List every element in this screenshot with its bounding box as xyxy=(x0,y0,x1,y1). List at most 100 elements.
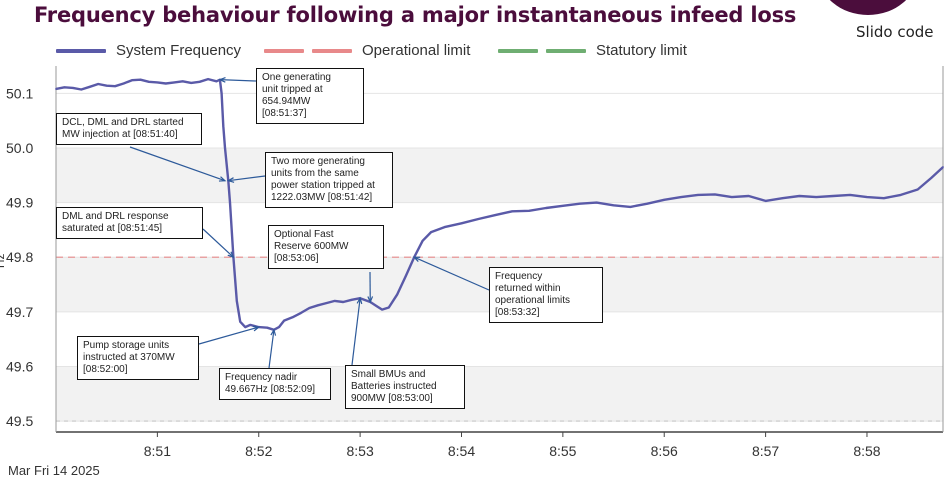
annotation-dcl: DCL, DML and DRL started MW injection at… xyxy=(56,113,202,145)
data-point xyxy=(578,202,581,205)
x-tick-label: 8:52 xyxy=(245,443,272,459)
legend-label-system-frequency: System Frequency xyxy=(116,42,242,59)
data-point xyxy=(930,177,933,179)
data-point xyxy=(730,196,733,199)
data-point xyxy=(244,326,247,329)
data-point xyxy=(561,204,564,207)
date-label: Mar Fri 14 2025 xyxy=(8,463,100,478)
annotation-arrow-returned xyxy=(412,256,421,262)
data-point xyxy=(764,200,767,202)
x-tick-label: 8:57 xyxy=(752,443,779,459)
annotation-leader-trip1 xyxy=(219,79,257,82)
data-point xyxy=(798,195,801,197)
legend-statutory-limit: Statutory limit xyxy=(498,42,687,59)
legend-label-operational-limit: Operational limit xyxy=(362,42,471,59)
data-point xyxy=(114,85,117,88)
data-point xyxy=(697,194,699,196)
data-point xyxy=(815,196,818,199)
legend-system-frequency: System Frequency xyxy=(56,42,241,59)
data-point xyxy=(122,82,125,85)
annotation-arrow-dcl xyxy=(218,176,227,182)
data-point xyxy=(680,196,683,199)
data-point xyxy=(300,312,302,314)
data-point xyxy=(714,193,716,196)
data-point xyxy=(396,293,399,296)
data-point xyxy=(71,86,74,89)
data-point xyxy=(55,88,57,90)
data-point xyxy=(222,125,225,127)
annotation-leader-dcl xyxy=(129,146,226,182)
annotation-pump: Pump storage units instructed at 370MW [… xyxy=(77,336,199,380)
slido-code-label: Slido code xyxy=(856,23,934,41)
data-point xyxy=(291,316,294,319)
data-point xyxy=(421,239,424,242)
data-point xyxy=(916,188,919,191)
data-point xyxy=(545,207,547,209)
data-point xyxy=(942,166,944,168)
y-tick-label: 49.8 xyxy=(6,249,33,265)
data-point xyxy=(477,218,480,220)
series-line-system-frequency xyxy=(55,77,944,331)
data-point xyxy=(234,278,236,280)
data-point xyxy=(207,78,209,81)
grid-band xyxy=(56,366,943,422)
data-point xyxy=(173,81,176,84)
x-tick-label: 8:58 xyxy=(853,443,880,459)
data-point xyxy=(528,209,530,212)
annotation-arrow-saturated xyxy=(227,251,235,259)
y-tick-label: 49.5 xyxy=(6,413,33,429)
data-point xyxy=(148,80,150,83)
data-point xyxy=(404,275,407,278)
data-point xyxy=(460,222,463,225)
data-point xyxy=(866,196,868,199)
y-tick-label: 49.9 xyxy=(6,195,33,211)
legend-operational-limit: Operational limit xyxy=(264,42,470,59)
data-point xyxy=(249,324,252,326)
data-point xyxy=(387,306,390,309)
data-point xyxy=(266,326,269,329)
data-point xyxy=(325,302,328,304)
annotation-nadir: Frequency nadir 49.667Hz [08:52:09] xyxy=(219,368,331,400)
data-point xyxy=(229,201,231,204)
data-point xyxy=(156,81,159,84)
data-point xyxy=(342,301,345,303)
data-point xyxy=(350,298,353,301)
legend-label-statutory-limit: Statutory limit xyxy=(596,42,687,59)
annotation-arrow-pump xyxy=(252,325,261,332)
data-point xyxy=(181,80,184,83)
x-tick-label: 8:55 xyxy=(549,443,576,459)
data-point xyxy=(278,326,280,329)
x-tick-label: 8:56 xyxy=(651,443,678,459)
data-point xyxy=(646,202,649,205)
data-point xyxy=(629,206,632,208)
data-point xyxy=(235,299,238,302)
data-point xyxy=(80,88,83,91)
data-point xyxy=(88,85,91,88)
annotation-trip2: Two more generating units from the same … xyxy=(265,152,393,208)
y-tick-label: 50.0 xyxy=(6,140,33,156)
annotation-bmus: Small BMUs and Batteries instructed 900M… xyxy=(345,365,465,409)
data-point xyxy=(308,307,311,309)
y-tick-label: 50.1 xyxy=(6,85,33,101)
legend-swatch-statutory-limit xyxy=(498,48,586,53)
x-tick-label: 8:53 xyxy=(346,443,373,459)
data-point xyxy=(376,305,378,308)
annotation-leader-returned xyxy=(413,256,490,291)
data-point xyxy=(316,304,319,307)
data-point xyxy=(663,198,666,201)
data-point xyxy=(333,299,336,302)
data-point xyxy=(215,80,218,83)
data-point xyxy=(220,92,223,95)
data-point xyxy=(198,80,201,83)
annotation-arrow-trip2 xyxy=(226,177,235,183)
data-point xyxy=(899,194,902,196)
data-point xyxy=(239,320,242,323)
data-point xyxy=(612,204,615,207)
annotation-saturated: DML and DRL response saturated at [08:51… xyxy=(56,207,203,239)
data-point xyxy=(494,214,497,217)
data-point xyxy=(781,197,784,200)
data-point xyxy=(595,201,598,204)
data-point xyxy=(849,194,851,196)
data-point xyxy=(283,319,285,322)
